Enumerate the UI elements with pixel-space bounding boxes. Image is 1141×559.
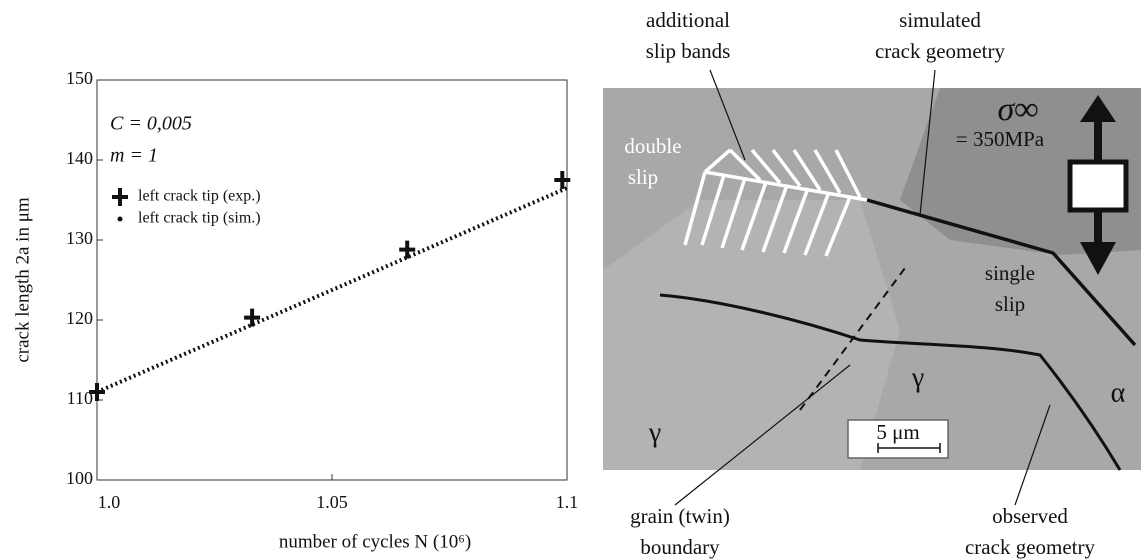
load-icon — [1067, 95, 1129, 275]
point — [399, 240, 416, 259]
twin-boundary — [799, 267, 906, 411]
observed-crack — [659, 293, 1122, 471]
sim-line — [96, 186, 568, 394]
micrograph-label: additional — [646, 8, 730, 32]
micrograph-label: single — [985, 261, 1035, 285]
y-tick-label: 120 — [66, 308, 93, 328]
micrograph-label: slip — [995, 292, 1025, 316]
x-tick-label: 1.0 — [98, 492, 121, 512]
legend-label: left crack tip (exp.) — [138, 188, 261, 205]
y-tick-label: 110 — [67, 388, 93, 408]
y-axis-label: crack length 2a in μm — [12, 197, 33, 363]
simulated-crack — [866, 198, 1137, 347]
leader-lines — [674, 69, 1051, 506]
slip-bands — [683, 148, 868, 257]
legend-marker — [112, 188, 128, 206]
micrograph-label: simulated — [899, 8, 981, 32]
y-tick-label: 130 — [66, 228, 93, 248]
micrograph-label: observed — [992, 504, 1068, 528]
micrograph-label: boundary — [640, 535, 720, 559]
micrograph-label: 5 μm — [876, 420, 919, 444]
point — [244, 308, 261, 327]
micrograph-label: double — [624, 134, 681, 158]
x-axis-label: number of cycles N (10⁶) — [279, 531, 471, 552]
micrograph-label: slip bands — [646, 39, 731, 63]
grain-region — [900, 88, 1141, 255]
y-tick-label: 140 — [66, 148, 93, 168]
micrograph-label: σ∞ — [997, 91, 1038, 128]
grain-region — [603, 200, 900, 470]
plot-frame — [96, 79, 568, 481]
x-tick-label: 1.1 — [556, 492, 579, 512]
micrograph-label: = 350MPa — [956, 127, 1045, 151]
micrograph-label: crack geometry — [965, 535, 1096, 559]
scale-bar — [847, 419, 949, 459]
annotation: C = 0,005 — [110, 113, 192, 135]
micrograph — [603, 88, 1141, 471]
micrograph-label: α — [1111, 377, 1126, 408]
legend-marker — [117, 216, 123, 222]
micrograph-label: grain (twin) — [630, 504, 730, 528]
micrograph-label: γ — [648, 417, 661, 448]
micrograph-label: slip — [628, 165, 658, 189]
point — [554, 171, 571, 189]
x-tick-label: 1.05 — [316, 492, 348, 512]
y-tick-label: 150 — [66, 68, 93, 88]
micrograph-label: crack geometry — [875, 39, 1006, 63]
micrograph-label: γ — [911, 362, 924, 393]
legend-label: left crack tip (sim.) — [138, 210, 261, 227]
annotation: m = 1 — [110, 145, 158, 167]
y-tick-label: 100 — [66, 468, 93, 488]
